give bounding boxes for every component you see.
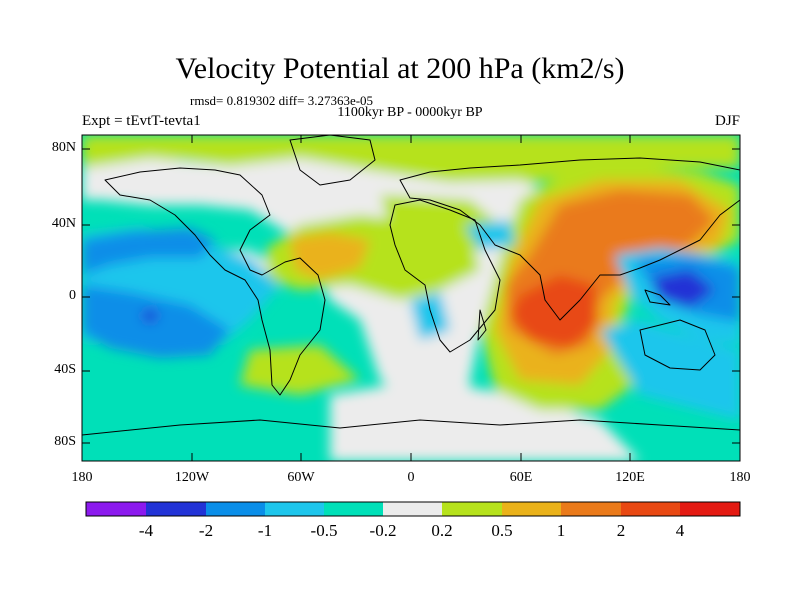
colorbar-label: 4 [675, 521, 685, 540]
colorbar-swatch [86, 502, 146, 516]
colorbar-label: -1 [257, 521, 273, 540]
negative-band-north-pacific [82, 228, 215, 275]
colorbar-label: -2 [198, 521, 214, 540]
lat-label-80s: 80S [54, 434, 76, 449]
lon-label-120e: 120E [615, 470, 645, 485]
colorbar-label: 0.5 [491, 521, 513, 540]
coast-madagascar [477, 309, 487, 341]
colorbar-swatch [146, 502, 206, 516]
coast-eurasia [399, 157, 740, 321]
lat-label-equator: 0 [69, 288, 76, 303]
period-text: 1100kyr BP - 0000kyr BP [337, 105, 483, 120]
colorbar-label: 0.2 [431, 521, 453, 540]
lon-label-60e: 60E [509, 470, 533, 485]
colorbar-label: -4 [138, 521, 154, 540]
negative-center-west-pacific [652, 270, 715, 308]
colorbar-swatch [265, 502, 324, 516]
coast-antarctica [82, 419, 740, 436]
colorbar-swatch [621, 502, 680, 516]
colorbar-frame [85, 501, 741, 517]
colorbar-swatch [324, 502, 383, 516]
negative-region-south-pacific [82, 285, 230, 358]
colorbar-swatch [383, 502, 442, 516]
colorbar-label: 2 [616, 521, 626, 540]
lat-label-80n: 80N [51, 140, 76, 155]
colorbar-label: -0.5 [310, 521, 338, 540]
positive-region [82, 135, 740, 194]
colorbar-swatch [442, 502, 502, 516]
colorbar-swatch [561, 502, 621, 516]
lon-label-60w: 60W [287, 470, 315, 485]
experiment-label: Expt = tEvtT-tevta1 [82, 113, 201, 129]
negative-region-australia [600, 320, 740, 420]
near-zero-region-south [330, 380, 640, 461]
colorbar-swatch [206, 502, 265, 516]
coast-greenland [289, 135, 376, 186]
coastlines [82, 135, 740, 436]
season-label: DJF [714, 113, 740, 129]
coast-maritime-continent [644, 289, 671, 306]
negative-center-south-pacific [142, 310, 158, 322]
coast-australia [639, 319, 716, 371]
lon-label-120w: 120W [174, 470, 210, 485]
coast-americas [104, 167, 326, 396]
colorbar-swatch [680, 502, 740, 516]
colorbar [85, 501, 741, 517]
lat-label-40s: 40S [54, 362, 76, 377]
colorbar-swatch [502, 502, 561, 516]
positive-region-north-atlantic [380, 195, 500, 250]
rmsd-text: rmsd= 0.819302 diff= 3.27363e-05 [190, 93, 374, 108]
lon-label-180-west: 180 [71, 470, 93, 485]
tick-marks [81, 135, 741, 461]
lon-label-0: 0 [407, 470, 415, 485]
lat-label-40n: 40N [51, 216, 76, 231]
contour-fill-layer [82, 135, 740, 461]
colorbar-label: 1 [556, 521, 566, 540]
negative-region-central-africa [410, 292, 450, 340]
coast-africa [389, 199, 501, 353]
map-title: Velocity Potential at 200 hPa (km2/s) [175, 52, 625, 85]
colorbar-label: -0.2 [369, 521, 397, 540]
lon-label-180-east: 180 [729, 470, 751, 485]
